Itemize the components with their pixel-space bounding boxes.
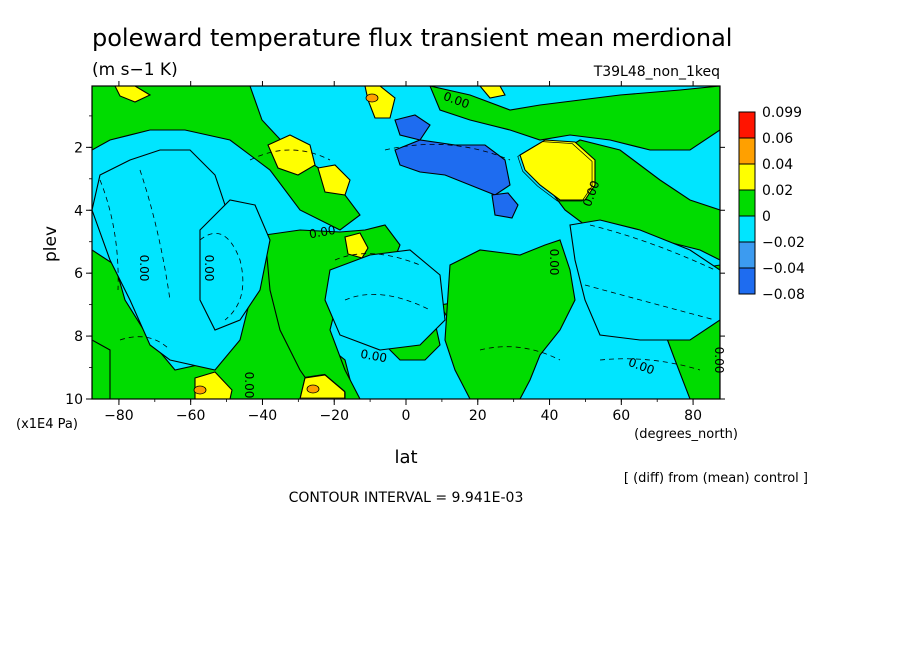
contour-label: 0.00 [202,255,216,282]
x-tick-label: 40 [541,408,559,424]
dashed-contour-line [99,179,119,291]
field-region-strong-positive [344,232,369,259]
colorbar-swatch [738,163,756,191]
dashed-contour-line [199,232,244,321]
dashed-contour-line [589,224,716,271]
y-tick-label: 10 [65,392,83,408]
colorbar-label: −0.04 [762,261,805,277]
dashed-contour-line [384,144,511,161]
dashed-contour-line [119,336,171,351]
field-region-strong-negative [491,192,519,219]
x-axis-unit: (degrees_north) [634,427,738,442]
field-region-negative [324,249,446,351]
x-axis-label: lat [394,447,417,468]
x-tick-label: 20 [469,408,487,424]
contour-label: 0.00 [137,255,151,282]
field-region-strong-positive [519,139,596,201]
contour-label: 0.00 [242,372,256,399]
field-region-strong-negative [394,114,431,141]
y-axis-label: plev [41,226,61,262]
dashed-contour-line [479,346,561,361]
units-label: (m s−1 K) [92,60,178,80]
y-tick-label: 8 [74,329,83,345]
dashed-contour-line [344,294,431,311]
x-tick-label: 0 [402,408,411,424]
dashed-contour-line [599,358,701,371]
contour-interval: CONTOUR INTERVAL = 9.941E-03 [289,490,524,506]
x-tick-label: 80 [684,408,702,424]
contour-label: 0.00 [308,223,337,241]
core-region-positive [193,385,207,395]
colorbar-swatch [738,111,756,139]
contour-label: 0.00 [712,347,726,374]
field-region-negative [199,199,271,331]
contour-line [517,141,593,202]
colorbar-swatch [738,267,756,295]
contour-label: 0.00 [359,347,388,365]
y-tick-label: 4 [74,203,83,219]
y-tick-label: 6 [74,266,83,282]
x-tick-label: 60 [612,408,630,424]
colorbar-swatch [738,241,756,269]
core-region-positive [365,93,379,103]
dashed-contours [99,144,716,371]
colorbar-swatch [738,215,756,243]
contour-line [299,373,345,399]
dashed-contour-line [139,169,171,301]
colorbar-label: −0.02 [762,235,805,251]
colorbar-label: 0 [762,209,771,225]
chart-title: poleward temperature flux transient mean… [92,24,732,52]
run-label: T39L48_non_1keq [593,64,720,80]
x-tick-label: −20 [319,408,349,424]
plot-area: 0.00 0.000.000.000.000.000.000.00 0.000.00… [65,81,726,424]
colorbar-swatch [738,189,756,217]
colorbar: −0.08 −0.04 −0.02 0 0.02 0.04 0.06 0.099 [738,105,805,303]
comparison-note: [ (diff) from (mean) control ] [624,471,808,486]
x-tick-label: −60 [176,408,206,424]
strong-negative-regions [394,114,519,219]
field-region-strong-positive [114,86,152,103]
field-region-positive [444,139,720,399]
colorbar-swatch [738,137,756,165]
y-axis-ticks: 2 4 6 8 10 [65,115,725,408]
x-tick-label: −40 [248,408,278,424]
strong-positive-regions [114,86,596,399]
field-region-negative [569,219,720,341]
x-tick-label: −80 [104,408,134,424]
dashed-contour-line [334,253,421,266]
colorbar-label: −0.08 [762,287,805,303]
dashed-contour-line [584,284,716,321]
x-axis-ticks: −80 −60 −40 −20 0 20 40 60 80 [104,81,702,424]
field-region-strong-negative [394,139,511,196]
dashed-contour-line [249,149,331,161]
y-axis-unit: (x1E4 Pa) [16,417,78,432]
contour-label: 0.00 [547,249,561,276]
colorbar-label: 0.06 [762,131,793,147]
colorbar-label: 0.04 [762,157,793,173]
colorbar-label: 0.02 [762,183,793,199]
negative-regions [92,149,720,371]
colorbar-label: 0.099 [762,105,802,121]
y-tick-label: 2 [74,140,83,156]
core-region-positive [306,384,320,394]
